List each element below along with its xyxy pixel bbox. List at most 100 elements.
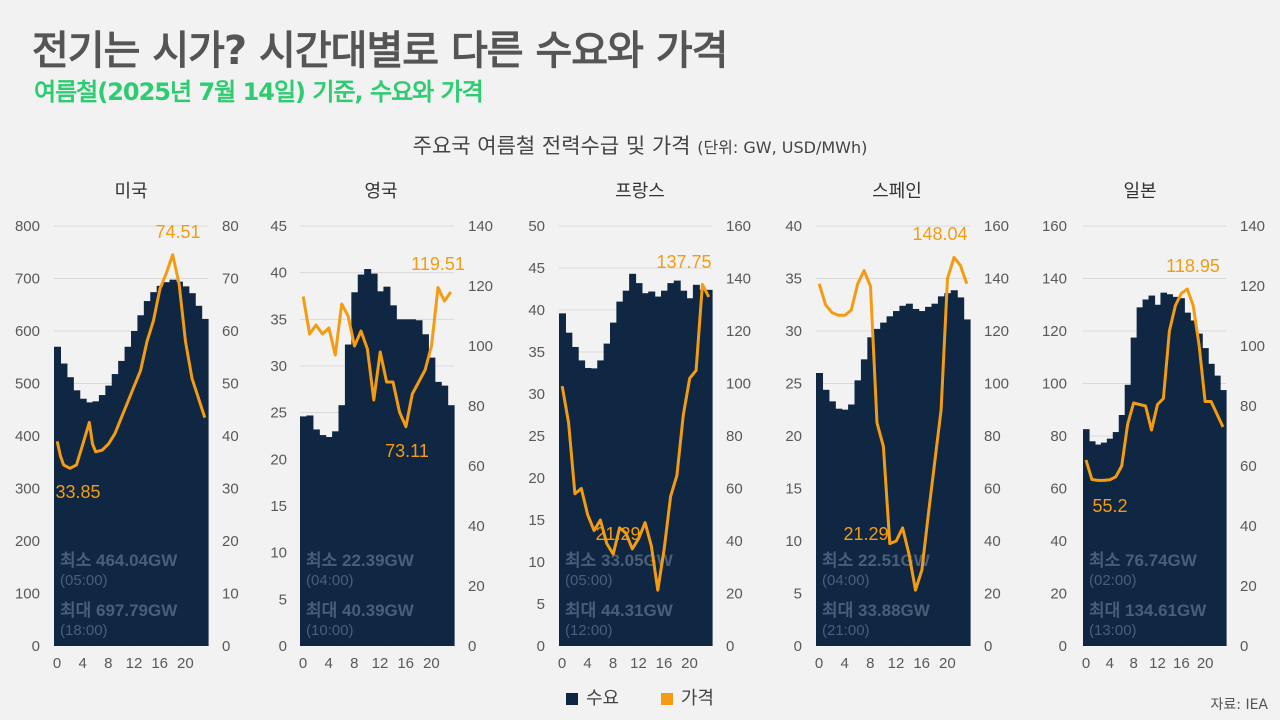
- right-axis-tick: 60: [468, 458, 485, 475]
- demand-bar: [92, 401, 100, 646]
- demand-bar: [79, 398, 87, 646]
- left-axis-tick: 20: [1050, 586, 1067, 603]
- left-axis-tick: 120: [1042, 323, 1067, 340]
- right-axis-tick: 20: [468, 578, 485, 595]
- left-axis-tick: 500: [15, 376, 40, 393]
- left-axis-tick: 5: [794, 586, 802, 603]
- demand-bar: [918, 311, 926, 646]
- left-axis-tick: 25: [528, 428, 545, 445]
- right-axis-tick: 160: [984, 218, 1009, 235]
- left-axis-tick: 0: [279, 638, 287, 655]
- x-axis-tick: 8: [104, 655, 112, 672]
- demand-bar: [105, 385, 113, 646]
- x-axis-tick: 20: [939, 655, 956, 672]
- demand-bar: [848, 404, 856, 646]
- demand-bar: [1088, 441, 1096, 646]
- demand-bar: [937, 296, 945, 646]
- right-axis-tick: 40: [984, 533, 1001, 550]
- x-axis-tick: 20: [681, 655, 698, 672]
- price-line: [817, 255, 969, 592]
- min-demand-label: 최소 22.51GW: [822, 551, 931, 570]
- demand-bar: [1083, 429, 1090, 646]
- left-axis-tick: 100: [1042, 376, 1067, 393]
- chart-unit: (단위: GW, USD/MWh): [697, 138, 868, 157]
- right-axis-tick: 140: [726, 271, 751, 288]
- demand-bar: [201, 318, 209, 646]
- demand-bar: [886, 316, 894, 646]
- page-title: 전기는 시가? 시간대별로 다른 수요와 가격: [32, 28, 728, 74]
- demand-bar: [880, 322, 888, 646]
- panel-title-1: 영국: [364, 181, 397, 202]
- left-axis-tick: 10: [528, 554, 545, 571]
- demand-bar: [603, 343, 611, 646]
- demand-bar: [370, 273, 378, 646]
- demand-bar: [860, 359, 868, 646]
- demand-bar: [124, 346, 132, 646]
- x-axis-tick: 20: [423, 655, 440, 672]
- right-axis-tick: 100: [1240, 338, 1265, 355]
- max-demand-time: (18:00): [60, 622, 108, 639]
- demand-bar: [150, 292, 158, 646]
- x-axis-tick: 8: [866, 655, 874, 672]
- demand-bar: [434, 381, 442, 646]
- right-axis-tick: 80: [984, 428, 1001, 445]
- demand-bar: [54, 346, 62, 646]
- left-axis-tick: 10: [785, 533, 802, 550]
- demand-bar: [357, 274, 365, 646]
- x-axis-tick: 0: [815, 655, 823, 672]
- right-axis-tick: 140: [1240, 218, 1265, 235]
- demand-bar: [377, 291, 385, 646]
- left-axis-tick: 25: [270, 405, 287, 422]
- right-axis-tick: 10: [222, 586, 239, 603]
- left-axis-tick: 30: [270, 358, 287, 375]
- right-axis-tick: 40: [468, 518, 485, 535]
- demand-bar: [1112, 432, 1120, 646]
- x-axis-tick: 12: [372, 655, 389, 672]
- demand-bar: [1172, 296, 1179, 646]
- demand-bar: [661, 290, 668, 646]
- left-axis-tick: 5: [279, 591, 287, 608]
- right-axis-tick: 0: [726, 638, 734, 655]
- panel-title-3: 스페인: [872, 181, 922, 202]
- price-line: [301, 286, 453, 429]
- right-axis-tick: 20: [222, 533, 239, 550]
- demand-bar: [428, 357, 436, 646]
- demand-bar: [893, 311, 901, 646]
- min-demand-time: (04:00): [822, 572, 870, 589]
- demand-bar: [111, 374, 119, 646]
- demand-bar: [622, 290, 630, 646]
- min-demand-time: (05:00): [565, 572, 613, 589]
- max-demand-time: (13:00): [1089, 622, 1137, 639]
- right-axis-tick: 60: [1240, 458, 1257, 475]
- right-axis-tick: 0: [1240, 638, 1248, 655]
- price-min-label: 21.29: [843, 524, 888, 544]
- x-axis-tick: 4: [78, 655, 86, 672]
- price-min-label: 55.2: [1092, 496, 1127, 516]
- right-axis-tick: 20: [726, 586, 743, 603]
- right-axis-tick: 100: [468, 338, 493, 355]
- left-axis-tick: 20: [785, 428, 802, 445]
- right-axis-tick: 60: [984, 481, 1001, 498]
- demand-bar: [182, 286, 190, 646]
- max-demand-label: 최대 44.31GW: [565, 601, 674, 620]
- left-axis-tick: 0: [32, 638, 40, 655]
- demand-bar: [610, 322, 617, 646]
- demand-bar: [447, 405, 455, 646]
- left-axis-tick: 35: [785, 271, 802, 288]
- left-axis-tick: 40: [1050, 533, 1067, 550]
- price-min-label: 73.11: [385, 441, 429, 461]
- demand-bar: [1160, 292, 1168, 646]
- left-axis-tick: 35: [270, 311, 287, 328]
- right-axis-tick: 40: [726, 533, 743, 550]
- demand-bar: [816, 373, 824, 646]
- demand-bar: [667, 283, 675, 646]
- demand-bar: [306, 415, 314, 646]
- x-axis-tick: 16: [151, 655, 168, 672]
- left-axis-tick: 400: [15, 428, 40, 445]
- left-axis-tick: 140: [1042, 271, 1067, 288]
- max-demand-time: (21:00): [822, 622, 870, 639]
- demand-bar: [312, 429, 320, 646]
- min-demand-label: 최소 22.39GW: [306, 551, 415, 570]
- left-axis-tick: 20: [528, 470, 545, 487]
